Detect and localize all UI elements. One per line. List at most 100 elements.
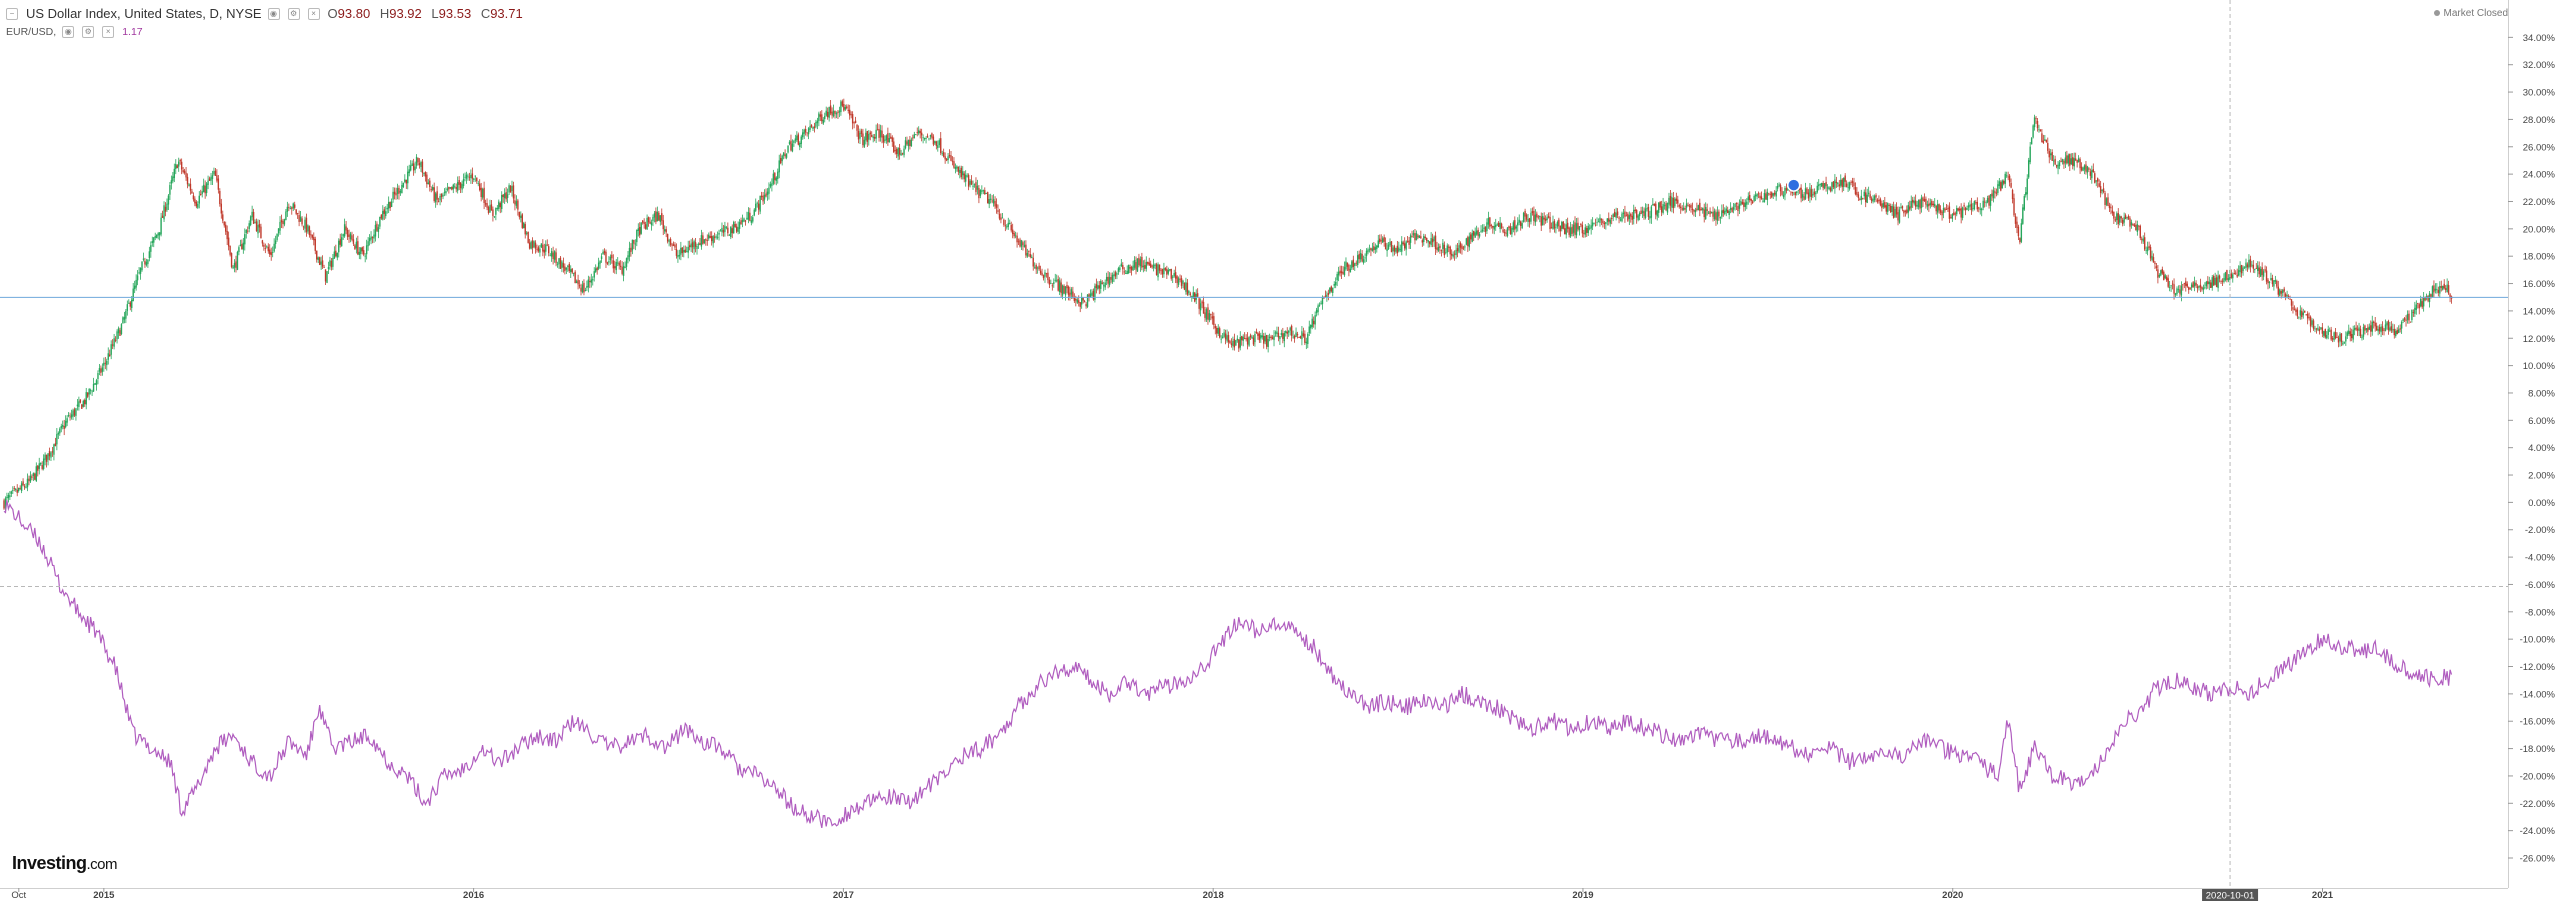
candle-body [1972, 208, 1974, 210]
candle-body [1484, 226, 1487, 232]
candle-body [998, 213, 1001, 219]
candle-body [2415, 304, 2418, 310]
candle-body [1044, 272, 1046, 277]
candle-body [286, 206, 289, 212]
candle-body [731, 228, 733, 234]
candle-body [525, 232, 528, 234]
candle-body [432, 186, 434, 190]
collapse-icon[interactable]: − [6, 8, 18, 20]
candle-body [545, 244, 547, 252]
candle-body [2211, 277, 2213, 288]
candle-body [2434, 288, 2437, 291]
candle-body [1693, 209, 1695, 212]
candle-body [86, 392, 89, 397]
candle-body [1086, 294, 1089, 307]
compare-symbol[interactable]: EUR/USD, [6, 26, 57, 38]
price-scale[interactable]: 34.00%32.00%30.00%28.00%26.00%24.00%22.0… [2508, 0, 2560, 901]
candle-body [2174, 293, 2177, 296]
candle-body [929, 135, 932, 137]
y-tick-label: 8.00% [2528, 388, 2555, 399]
candle-body [988, 199, 990, 205]
candle-body [1834, 179, 1836, 189]
candle-body [32, 473, 35, 477]
candle-body [966, 175, 968, 177]
candle-body [1954, 213, 1956, 215]
candle-body [2384, 324, 2387, 332]
candle-body [373, 234, 375, 239]
candle-body [160, 217, 162, 235]
eye-icon[interactable]: ◉ [62, 26, 75, 38]
candle-body [229, 245, 231, 255]
candle-body [2349, 331, 2351, 337]
close-icon[interactable]: × [102, 26, 115, 38]
candle-body [282, 221, 284, 225]
candle-body [1505, 232, 1507, 234]
candle-body [1010, 224, 1012, 231]
candle-body [2073, 158, 2075, 167]
candle-body [794, 138, 797, 141]
candle-body [1223, 332, 1225, 337]
candle-body [787, 145, 789, 153]
candle-body [2320, 327, 2322, 329]
candle-body [517, 200, 519, 210]
candle-body [1270, 336, 1272, 338]
candle-body [1564, 228, 1566, 235]
candle-body [225, 224, 227, 232]
eurusd-line [3, 500, 2453, 829]
candle-body [1364, 257, 1366, 259]
candle-body [495, 207, 497, 215]
candle-body [1832, 181, 1835, 188]
candle-body [245, 229, 247, 234]
candle-body [1442, 242, 1444, 249]
candle-body [810, 124, 813, 127]
candle-body [117, 328, 120, 334]
candle-body [439, 195, 441, 201]
x-tick-label: Oct [11, 890, 26, 901]
candle-body [182, 170, 184, 173]
candle-body [774, 172, 776, 181]
candle-body [1268, 336, 1271, 339]
eye-icon[interactable]: ◉ [267, 8, 280, 20]
candle-body [611, 254, 613, 259]
time-scale[interactable]: Oct 2015 2016 2017 2018 2019 2020 2021 [0, 888, 2508, 901]
y-tick-label: 4.00% [2528, 443, 2555, 454]
candle-body [618, 262, 620, 266]
candle-body [1934, 203, 1936, 207]
candle-body [1449, 246, 1451, 255]
candle-body [671, 244, 673, 246]
candle-body [1856, 191, 1858, 195]
candle-body [1964, 207, 1967, 211]
candle-body [1028, 250, 1030, 252]
candle-body [765, 193, 767, 197]
candle-body [2390, 326, 2393, 331]
candle-body [568, 263, 570, 272]
y-tick-label: 22.00% [2523, 197, 2556, 208]
candle-body [1092, 290, 1095, 300]
candle-body [2343, 341, 2346, 343]
candle-body [170, 180, 173, 184]
candle-body [1572, 224, 1575, 233]
candle-body [1506, 227, 1509, 236]
close-icon[interactable]: × [307, 8, 320, 20]
candle-body [2052, 160, 2055, 162]
candle-body [1837, 182, 1839, 185]
candle-body [2011, 189, 2014, 200]
symbol-title[interactable]: US Dollar Index, United States, D, NYSE [26, 6, 262, 21]
candle-body [656, 211, 659, 222]
candle-body [1317, 305, 1319, 313]
candle-body [703, 239, 706, 244]
candle-body [863, 139, 866, 147]
candle-body [1481, 229, 1484, 232]
candle-body [1133, 259, 1136, 268]
candle-body [932, 136, 935, 145]
candle-body [2113, 211, 2115, 219]
candle-body [2164, 275, 2166, 279]
settings-icon[interactable]: ⚙ [287, 8, 300, 20]
candle-body [1854, 186, 1857, 195]
candle-body [828, 106, 830, 118]
settings-icon[interactable]: ⚙ [82, 26, 95, 38]
candle-body [1796, 191, 1798, 193]
candle-body [975, 182, 977, 192]
candle-body [531, 240, 534, 249]
